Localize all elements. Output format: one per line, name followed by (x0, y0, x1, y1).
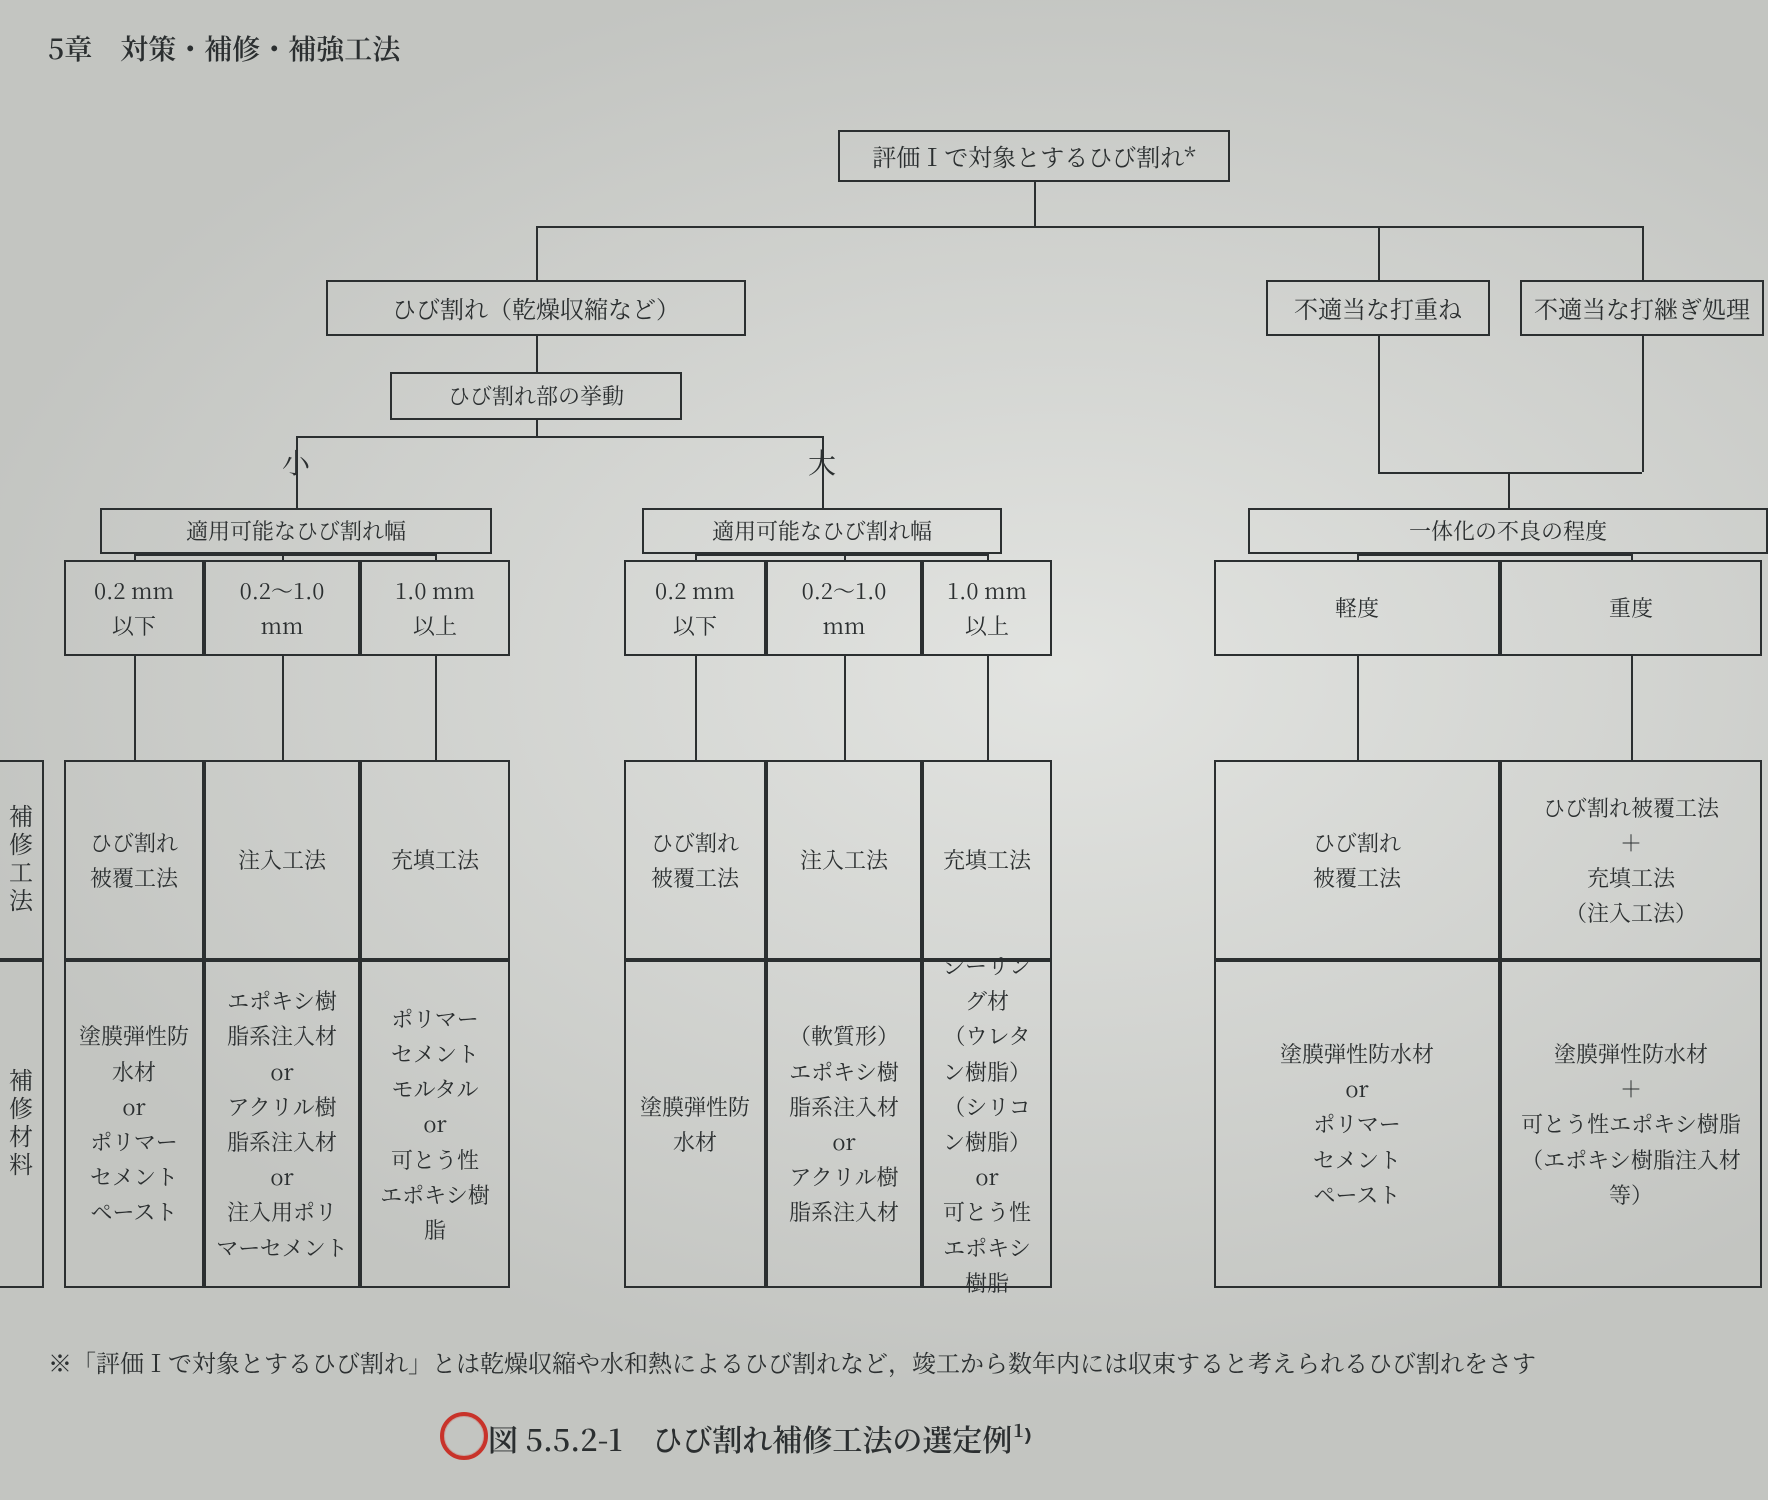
edge (844, 554, 846, 560)
edge (695, 554, 697, 560)
edge (435, 656, 437, 760)
cell-method: 注入工法 (204, 760, 360, 960)
cell-width: 1.0 mm 以上 (922, 560, 1052, 656)
figure-caption: 図 5.5.2-1 ひび割れ補修工法の選定例¹⁾ (488, 1416, 1032, 1460)
edge (1642, 336, 1644, 472)
red-circle-annotation (440, 1412, 488, 1460)
node-behavior: ひび割れ部の挙動 (390, 372, 682, 420)
edge (1378, 336, 1380, 472)
node-integrity-header: 一体化の不良の程度 (1248, 508, 1768, 554)
cell-material: （軟質形） エポキシ樹 脂系注入材 or アクリル樹 脂系注入材 (766, 960, 922, 1288)
edge (1642, 226, 1644, 280)
cell-method: ひび割れ 被覆工法 (1214, 760, 1500, 960)
edge (1508, 472, 1510, 508)
edge (1357, 656, 1359, 760)
edge (435, 554, 437, 560)
edge (987, 554, 989, 560)
cell-width: 0.2 mm 以下 (64, 560, 204, 656)
edge (987, 656, 989, 760)
cell-width: 1.0 mm 以上 (360, 560, 510, 656)
cell-method: 充填工法 (922, 760, 1052, 960)
flowchart: 評価Ⅰで対象とするひび割れ* ひび割れ（乾燥収縮など） 不適当な打重ね 不適当な… (0, 0, 1768, 1500)
cell-material: エポキシ樹 脂系注入材 or アクリル樹 脂系注入材 or 注入用ポリ マーセメ… (204, 960, 360, 1288)
cell-material: 塗膜弾性防 水材 (624, 960, 766, 1288)
row-header-material: 補修材料 (0, 960, 44, 1288)
footnote: ※「評価Ⅰで対象とするひび割れ」とは乾燥収縮や水和熱によるひび割れなど，竣工から… (48, 1344, 1718, 1379)
edge (1631, 656, 1633, 760)
node-bad-joint: 不適当な打継ぎ処理 (1520, 280, 1764, 336)
cell-method: 充填工法 (360, 760, 510, 960)
edge (695, 554, 987, 556)
cell-degree: 軽度 (1214, 560, 1500, 656)
cell-material: 塗膜弾性防 水材 or ポリマー セメント ペースト (64, 960, 204, 1288)
node-width-header-left: 適用可能なひび割れ幅 (100, 508, 492, 554)
edge (1378, 226, 1380, 280)
cell-material: 塗膜弾性防水材 ＋ 可とう性エポキシ樹脂 （エポキシ樹脂注入材等） (1500, 960, 1762, 1288)
edge (536, 336, 538, 372)
cell-material: ポリマー セメント モルタル or 可とう性 エポキシ樹脂 (360, 960, 510, 1288)
row-header-method: 補修工法 (0, 760, 44, 960)
node-crack: ひび割れ（乾燥収縮など） (326, 280, 746, 336)
node-bad-overlap: 不適当な打重ね (1266, 280, 1490, 336)
edge (1034, 182, 1036, 226)
edge (296, 436, 822, 438)
edge (1357, 554, 1631, 556)
cell-material: 塗膜弾性防水材 or ポリマー セメント ペースト (1214, 960, 1500, 1288)
cell-method: ひび割れ 被覆工法 (64, 760, 204, 960)
cell-method: 注入工法 (766, 760, 922, 960)
cell-method: ひび割れ 被覆工法 (624, 760, 766, 960)
cell-method: ひび割れ被覆工法 ＋ 充填工法 （注入工法） (1500, 760, 1762, 960)
cell-material: シーリング材 （ウレタン樹脂） （シリコン樹脂） or 可とう性 エポキシ樹脂 (922, 960, 1052, 1288)
edge (536, 226, 1642, 228)
edge (134, 554, 136, 560)
edge (296, 436, 298, 508)
edge (1631, 554, 1633, 560)
edge (1378, 472, 1642, 474)
edge (695, 656, 697, 760)
cell-width: 0.2～1.0 mm (204, 560, 360, 656)
cell-width: 0.2～1.0 mm (766, 560, 922, 656)
edge (282, 656, 284, 760)
edge (134, 554, 435, 556)
edge (134, 656, 136, 760)
node-root: 評価Ⅰで対象とするひび割れ* (838, 130, 1230, 182)
cell-degree: 重度 (1500, 560, 1762, 656)
edge (822, 436, 824, 508)
edge (282, 554, 284, 560)
edge (536, 226, 538, 280)
edge (844, 656, 846, 760)
cell-width: 0.2 mm 以下 (624, 560, 766, 656)
edge (536, 420, 538, 436)
node-width-header-right: 適用可能なひび割れ幅 (642, 508, 1002, 554)
edge (1357, 554, 1359, 560)
